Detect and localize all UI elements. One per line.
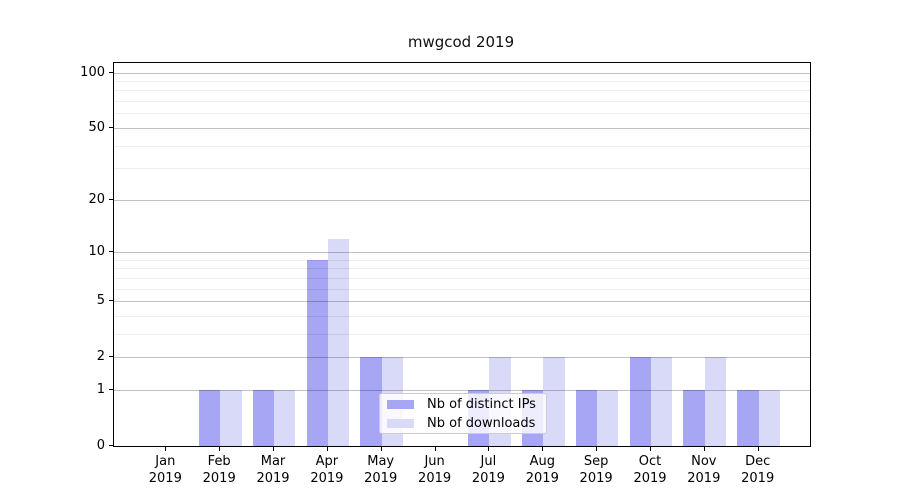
y-tick-label-2: 2 <box>96 349 105 365</box>
gridline-minor-30 <box>114 168 810 170</box>
gridline-minor-6 <box>114 288 810 290</box>
x-tick-mark-jan <box>165 447 167 451</box>
x-tick-mark-oct <box>650 447 651 451</box>
y-tick-label-100: 100 <box>80 64 105 80</box>
bar-downloads-apr <box>327 238 350 446</box>
bar-distinct-ips-feb <box>198 389 221 446</box>
gridline-minor-9 <box>114 259 810 261</box>
gridline-major-1 <box>114 389 810 391</box>
x-tick-label-jul: Jul 2019 <box>471 454 505 486</box>
x-tick-mark-jun <box>434 447 436 451</box>
x-tick-label-oct: Oct 2019 <box>633 454 667 486</box>
y-tick-mark-20 <box>109 198 113 200</box>
y-tick-label-1: 1 <box>96 381 105 397</box>
bar-downloads-aug <box>543 357 565 446</box>
x-tick-mark-mar <box>273 447 274 451</box>
y-tick-label-50: 50 <box>88 119 105 135</box>
legend: Nb of distinct IPs Nb of downloads <box>379 393 547 434</box>
gridline-major-20 <box>114 199 810 201</box>
x-tick-label-jan: Jan 2019 <box>148 454 182 486</box>
bar-distinct-ips-mar <box>252 389 274 446</box>
gridline-minor-70 <box>114 101 810 103</box>
bar-downloads-oct <box>651 357 673 446</box>
y-tick-mark-2 <box>109 356 113 358</box>
x-tick-label-feb: Feb 2019 <box>202 454 236 486</box>
gridline-major-50 <box>114 127 810 129</box>
y-tick-label-0: 0 <box>96 438 105 453</box>
bar-downloads-feb <box>220 389 242 446</box>
x-tick-mark-dec <box>757 447 759 451</box>
gridline-minor-3 <box>114 333 810 335</box>
gridline-minor-40 <box>114 145 810 147</box>
x-tick-mark-nov <box>703 447 705 451</box>
chart-title: mwgcod 2019 <box>407 33 515 51</box>
legend-label-distinct-ips: Nb of distinct IPs <box>427 396 536 412</box>
bar-distinct-ips-dec <box>737 389 759 446</box>
gridline-major-10 <box>114 252 810 253</box>
x-tick-mark-jul <box>488 447 490 451</box>
bar-distinct-ips-nov <box>683 389 705 446</box>
bar-distinct-ips-apr <box>306 259 328 446</box>
y-tick-mark-5 <box>109 300 113 301</box>
y-tick-mark-10 <box>109 251 113 252</box>
x-tick-label-mar: Mar 2019 <box>256 454 290 486</box>
x-tick-label-sep: Sep 2019 <box>579 454 613 486</box>
bar-distinct-ips-sep <box>575 389 598 446</box>
bar-downloads-dec <box>758 389 780 446</box>
x-tick-label-nov: Nov 2019 <box>687 454 721 486</box>
bar-downloads-sep <box>597 389 619 446</box>
y-tick-mark-1 <box>109 388 113 390</box>
gridline-major-5 <box>114 301 810 302</box>
legend-swatch-distinct-ips <box>387 399 414 409</box>
x-tick-label-jun: Jun 2019 <box>418 454 452 486</box>
y-tick-mark-0 <box>109 445 113 446</box>
plot-area: Nb of distinct IPs Nb of downloads <box>113 62 811 447</box>
legend-label-downloads: Nb of downloads <box>427 415 536 431</box>
x-tick-label-aug: Aug 2019 <box>525 454 559 486</box>
y-tick-label-10: 10 <box>88 244 105 259</box>
x-tick-mark-apr <box>326 447 328 451</box>
gridline-major-100 <box>114 72 810 74</box>
x-tick-label-apr: Apr 2019 <box>310 454 344 486</box>
legend-item-distinct-ips: Nb of distinct IPs <box>380 396 546 412</box>
gridline-minor-8 <box>114 268 810 270</box>
x-tick-label-may: May 2019 <box>364 454 398 486</box>
x-tick-mark-aug <box>542 447 544 451</box>
x-tick-label-dec: Dec 2019 <box>741 454 775 486</box>
bar-downloads-mar <box>274 389 296 446</box>
gridline-major-2 <box>114 357 810 359</box>
gridline-minor-80 <box>114 90 810 92</box>
x-tick-mark-may <box>380 447 382 451</box>
gridline-minor-7 <box>114 277 810 279</box>
y-tick-mark-50 <box>109 126 113 128</box>
gridline-minor-90 <box>114 81 810 82</box>
legend-item-downloads: Nb of downloads <box>380 415 546 431</box>
x-tick-mark-sep <box>596 447 598 451</box>
y-tick-label-20: 20 <box>88 191 105 207</box>
gridline-minor-60 <box>114 113 810 115</box>
bar-downloads-nov <box>704 357 727 446</box>
bar-distinct-ips-oct <box>629 357 651 446</box>
y-tick-mark-100 <box>109 71 113 73</box>
legend-swatch-downloads <box>387 418 414 428</box>
x-tick-mark-feb <box>219 447 221 451</box>
y-tick-label-5: 5 <box>96 293 105 308</box>
gridline-minor-4 <box>114 315 810 317</box>
bar-distinct-ips-may <box>360 357 382 446</box>
